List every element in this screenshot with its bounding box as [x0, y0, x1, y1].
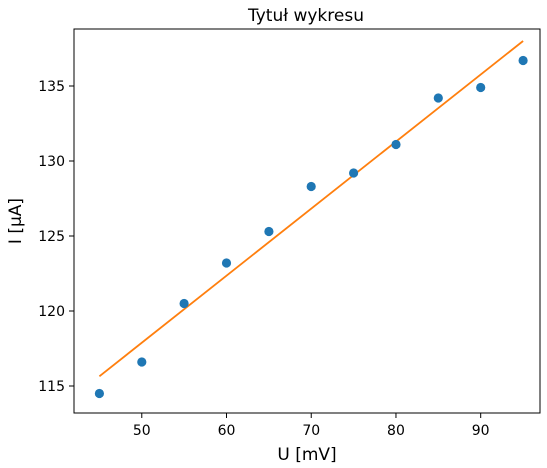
- x-tick-label: 70: [302, 423, 320, 439]
- x-tick-label: 50: [133, 423, 151, 439]
- data-point: [221, 258, 232, 268]
- chart-title: Tytuł wykresu: [247, 6, 364, 26]
- y-axis-label: I [μA]: [6, 198, 26, 244]
- data-point: [391, 139, 401, 150]
- x-axis-label: U [mV]: [277, 445, 336, 465]
- data-point: [94, 388, 104, 399]
- x-tick-label: 60: [218, 423, 236, 439]
- x-tick-label: 80: [387, 423, 405, 439]
- y-tick-label: 120: [38, 304, 65, 320]
- x-axis: 50 60 70 80 90: [133, 413, 490, 439]
- data-point: [433, 93, 443, 103]
- data-point: [518, 55, 528, 66]
- y-tick-label: 130: [38, 154, 65, 170]
- data-point: [137, 357, 147, 367]
- data-point: [476, 82, 486, 93]
- axes-frame: [73, 28, 541, 414]
- data-point: [179, 298, 189, 309]
- data-point: [264, 226, 274, 237]
- y-tick-label: 135: [38, 79, 65, 95]
- data-point: [306, 181, 316, 192]
- y-tick-label: 115: [38, 379, 65, 395]
- y-tick-label: 125: [38, 229, 65, 245]
- y-axis: 115 120 125 130 135: [38, 79, 74, 395]
- x-tick-label: 90: [472, 423, 490, 439]
- data-point: [349, 168, 359, 178]
- fit-line: [98, 40, 524, 378]
- plot-area: [94, 40, 528, 399]
